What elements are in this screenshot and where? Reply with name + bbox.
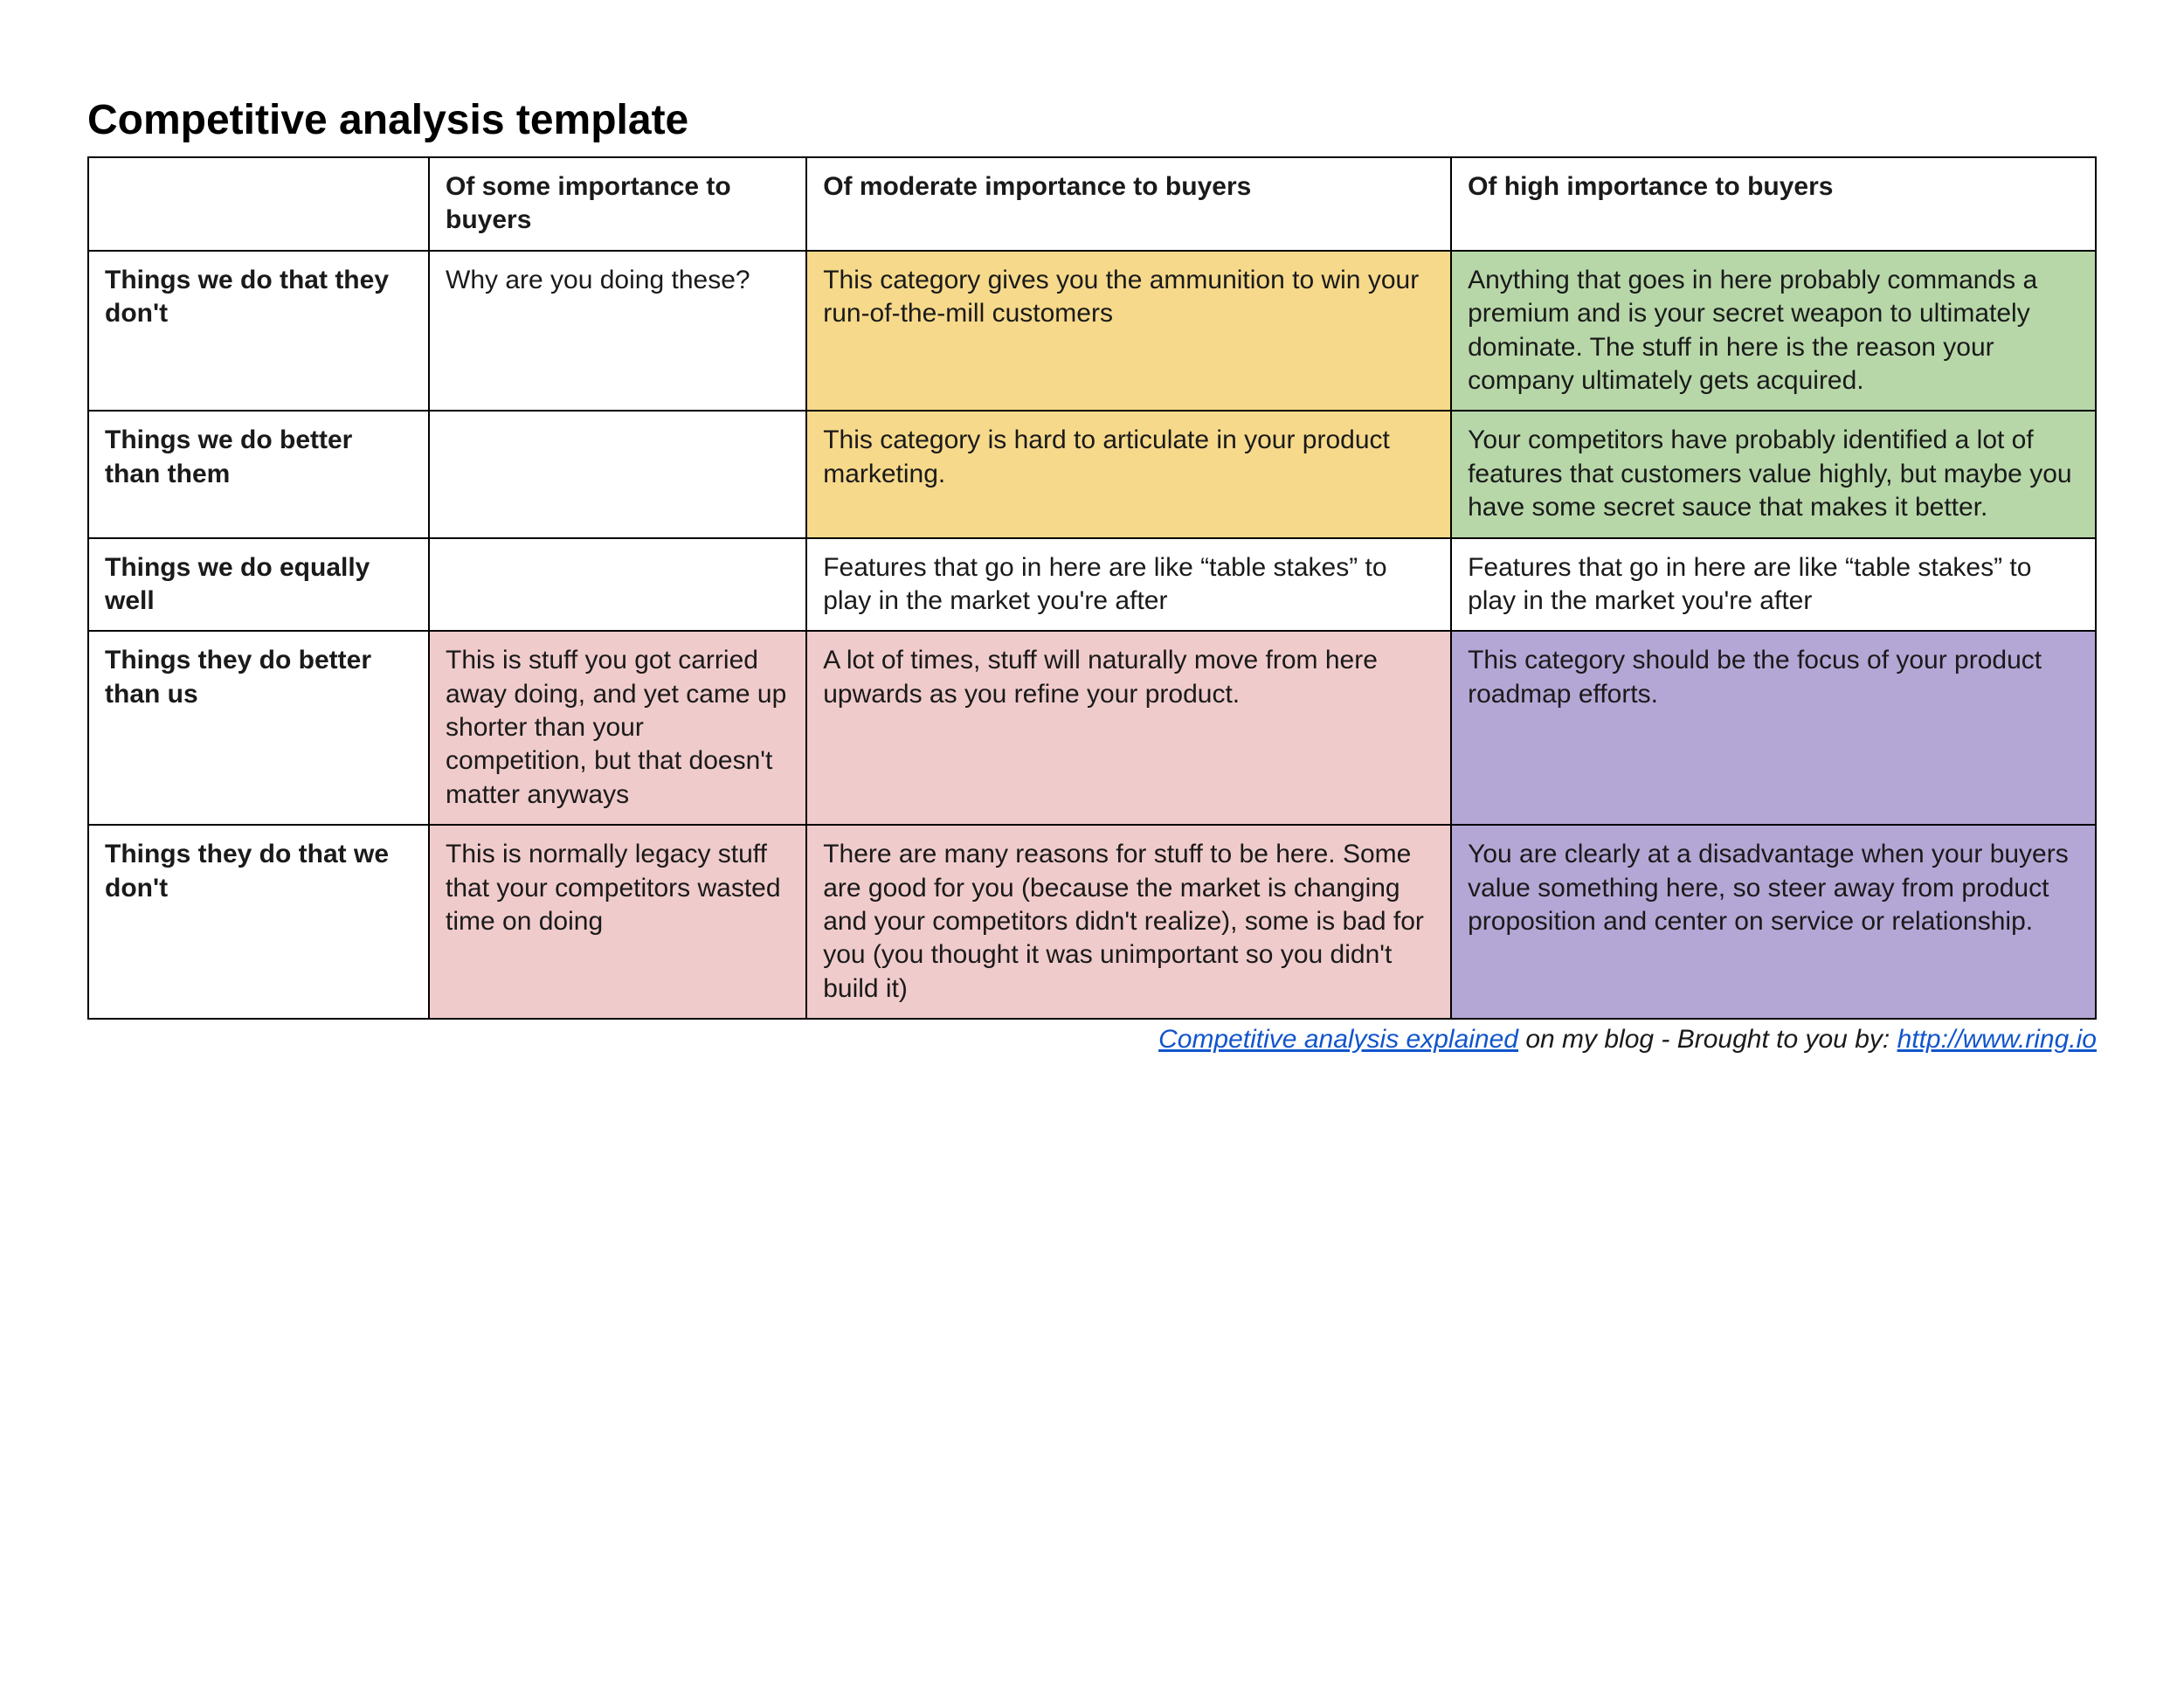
table-cell — [429, 538, 806, 632]
row-label: Things we do that they don't — [88, 251, 429, 412]
col-header-moderate: Of moderate importance to buyers — [806, 157, 1451, 251]
footer-link-ringio[interactable]: http://www.ring.io — [1897, 1025, 2097, 1054]
table-cell: This is stuff you got carried away doing… — [429, 631, 806, 825]
table-cell: Anything that goes in here probably comm… — [1451, 251, 2096, 412]
table-row: Things they do better than usThis is stu… — [88, 631, 2096, 825]
table-cell: Features that go in here are like “table… — [1451, 538, 2096, 632]
table-cell: This category is hard to articulate in y… — [806, 411, 1451, 537]
col-header-blank — [88, 157, 429, 251]
footer-middle-text: on my blog - Brought to you by: — [1518, 1025, 1897, 1054]
footer-credit: Competitive analysis explained on my blo… — [87, 1025, 2097, 1055]
table-cell: Features that go in here are like “table… — [806, 538, 1451, 632]
table-cell: You are clearly at a disadvantage when y… — [1451, 825, 2096, 1019]
table-cell — [429, 411, 806, 537]
table-cell: Why are you doing these? — [429, 251, 806, 412]
table-cell: This category gives you the ammunition t… — [806, 251, 1451, 412]
footer-link-explained[interactable]: Competitive analysis explained — [1158, 1025, 1518, 1054]
table-cell: There are many reasons for stuff to be h… — [806, 825, 1451, 1019]
analysis-table: Of some importance to buyers Of moderate… — [87, 156, 2097, 1020]
row-label: Things we do better than them — [88, 411, 429, 537]
table-header-row: Of some importance to buyers Of moderate… — [88, 157, 2096, 251]
col-header-some: Of some importance to buyers — [429, 157, 806, 251]
col-header-high: Of high importance to buyers — [1451, 157, 2096, 251]
table-cell: This category should be the focus of you… — [1451, 631, 2096, 825]
row-label: Things they do that we don't — [88, 825, 429, 1019]
table-cell: A lot of times, stuff will naturally mov… — [806, 631, 1451, 825]
table-row: Things we do that they don'tWhy are you … — [88, 251, 2096, 412]
row-label: Things we do equally well — [88, 538, 429, 632]
table-row: Things we do equally well Features that g… — [88, 538, 2096, 632]
page-title: Competitive analysis template — [87, 96, 2097, 144]
table-row: Things we do better than them This catego… — [88, 411, 2096, 537]
page-container: Competitive analysis template Of some im… — [0, 0, 2184, 1055]
table-cell: This is normally legacy stuff that your … — [429, 825, 806, 1019]
table-body: Things we do that they don'tWhy are you … — [88, 251, 2096, 1019]
table-cell: Your competitors have probably identifie… — [1451, 411, 2096, 537]
row-label: Things they do better than us — [88, 631, 429, 825]
table-row: Things they do that we don'tThis is norm… — [88, 825, 2096, 1019]
